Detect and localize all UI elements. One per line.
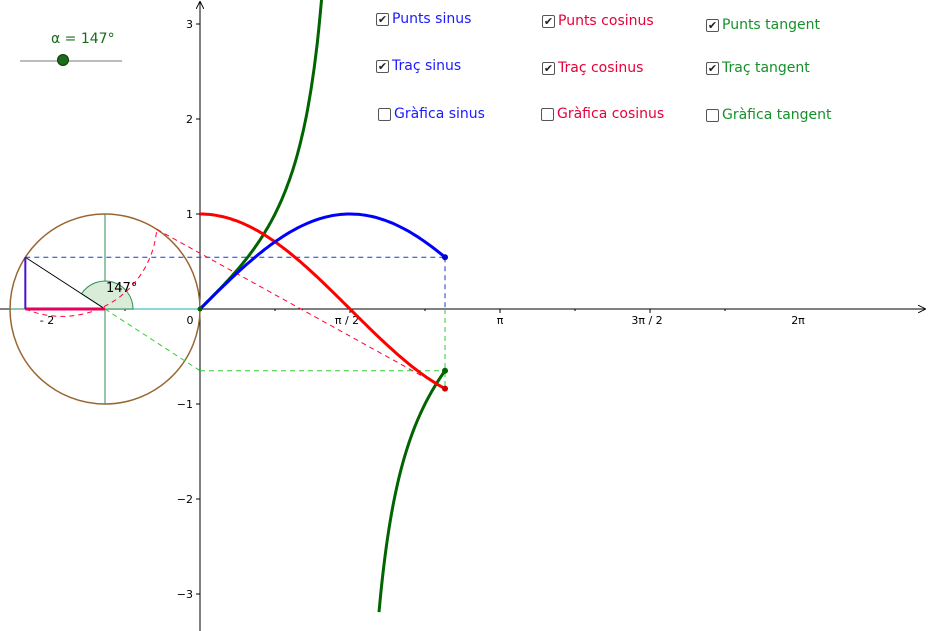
y-tick-label-3: 3	[186, 18, 193, 31]
checkbox-grafica-sinus[interactable]: Gràfica sinus	[378, 106, 485, 122]
x-tick-label-pi: π	[497, 314, 504, 327]
checkbox-box[interactable]: ✔	[376, 12, 389, 26]
tangent-point[interactable]	[442, 367, 449, 374]
checkbox-trac-sinus[interactable]: ✔ Traç sinus	[376, 58, 461, 74]
cosine-dashed-arc	[25, 229, 158, 317]
tangent-branch-left	[198, 0, 324, 311]
checkbox-box[interactable]	[541, 107, 554, 121]
cosine-point[interactable]	[442, 385, 449, 392]
checkbox-box[interactable]	[706, 108, 719, 122]
cosine-trace	[200, 212, 446, 391]
alpha-slider-track[interactable]	[20, 60, 122, 62]
neg-x-tick-label: - 2	[40, 314, 54, 327]
checkbox-label: Traç tangent	[722, 60, 810, 76]
tangent-branch-right	[377, 369, 447, 613]
checkbox-box[interactable]: ✔	[542, 14, 555, 28]
origin-point	[197, 306, 203, 312]
checkbox-label: Gràfica tangent	[722, 107, 832, 123]
sine-point[interactable]	[442, 254, 449, 261]
checkbox-label: Punts tangent	[722, 17, 820, 33]
checkbox-grafica-tangent[interactable]: Gràfica tangent	[706, 107, 832, 123]
angle-label: 147°	[106, 281, 137, 296]
sine-trace	[198, 212, 446, 311]
checkbox-grafica-cosinus[interactable]: Gràfica cosinus	[541, 106, 664, 122]
checkbox-box[interactable]: ✔	[706, 18, 719, 32]
tangent-dashed-radial	[104, 308, 201, 372]
checkbox-box[interactable]: ✔	[706, 61, 719, 75]
alpha-slider-label: α = 147°	[51, 31, 115, 47]
x-tick-label-3pi-half: 3π / 2	[631, 314, 662, 327]
checkbox-box[interactable]	[378, 107, 391, 121]
checkbox-box[interactable]: ✔	[376, 59, 389, 73]
cosine-dashed-line	[156, 228, 446, 390]
checkbox-label: Traç sinus	[392, 58, 462, 74]
checkbox-punts-cosinus[interactable]: ✔ Punts cosinus	[542, 13, 654, 29]
checkbox-trac-cosinus[interactable]: ✔ Traç cosinus	[542, 60, 643, 76]
x-tick-label-pi-half: π / 2	[335, 314, 359, 327]
y-tick-label-minus-1: −1	[177, 398, 193, 411]
checkbox-label: Gràfica cosinus	[557, 106, 665, 122]
alpha-slider-knob[interactable]	[57, 54, 69, 66]
checkbox-punts-sinus[interactable]: ✔ Punts sinus	[376, 11, 471, 27]
y-tick-label-minus-3: −3	[177, 588, 193, 601]
checkbox-label: Traç cosinus	[558, 60, 644, 76]
y-tick-label-2: 2	[186, 113, 193, 126]
checkbox-label: Punts cosinus	[558, 13, 654, 29]
checkbox-label: Gràfica sinus	[394, 106, 485, 122]
checkbox-box[interactable]: ✔	[542, 61, 555, 75]
y-tick-label-minus-2: −2	[177, 493, 193, 506]
origin-label: 0	[187, 314, 194, 327]
angle-radius	[25, 256, 106, 310]
checkbox-punts-tangent[interactable]: ✔ Punts tangent	[706, 17, 820, 33]
y-tick-label-1: 1	[186, 208, 193, 221]
checkbox-trac-tangent[interactable]: ✔ Traç tangent	[706, 60, 810, 76]
x-tick-label-2pi: 2π	[791, 314, 805, 327]
checkbox-label: Punts sinus	[392, 11, 472, 27]
